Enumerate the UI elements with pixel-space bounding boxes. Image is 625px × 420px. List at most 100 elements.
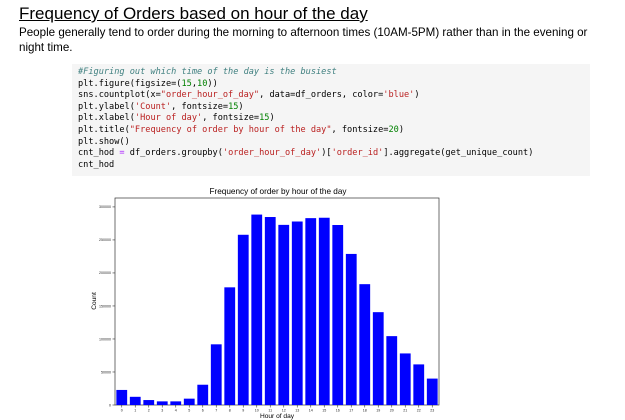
code-line: plt.ylabel('Count', fontsize=15) (78, 102, 584, 114)
intro-paragraph: People generally tend to order during th… (19, 26, 588, 54)
x-tick-label: 0 (121, 409, 123, 413)
y-tick-label: 100000 (99, 337, 111, 341)
code-token: 'Count' (134, 101, 172, 112)
x-tick-label: 13 (295, 409, 299, 413)
y-tick-label: 150000 (99, 304, 111, 308)
bar-hour-21 (399, 353, 411, 405)
bar-hour-2 (143, 400, 155, 405)
bar-hour-6 (197, 384, 209, 405)
code-line: cnt_hod (78, 160, 584, 172)
code-line: plt.title("Frequency of order by hour of… (78, 125, 584, 137)
bar-hour-7 (210, 344, 222, 405)
x-tick-label: 23 (430, 409, 434, 413)
chart-figure: Frequency of order by hour of the day 0 5… (84, 184, 444, 420)
code-token: plt.xlabel( (78, 113, 135, 124)
bar-chart: Frequency of order by hour of the day 0 5… (91, 187, 440, 420)
bar-hour-1 (129, 396, 141, 405)
code-token: 15 (181, 78, 192, 89)
code-line: #Figuring out which time of the day is t… (78, 67, 584, 79)
x-tick-label: 18 (363, 409, 367, 413)
bar-hour-11 (264, 217, 276, 405)
code-token: = (119, 148, 125, 159)
code-token: ) (269, 113, 275, 124)
y-tick-label: 0 (109, 403, 111, 407)
code-token: 'order_hour_of_day' (222, 148, 322, 159)
bar-hour-4 (170, 401, 182, 405)
x-tick-label: 9 (242, 409, 244, 413)
x-tick-label: 10 (255, 409, 259, 413)
x-tick-label: 17 (349, 409, 353, 413)
code-token: ) (414, 90, 420, 101)
bar-hour-10 (251, 214, 263, 405)
x-tick-label: 3 (161, 409, 163, 413)
y-axis: 0 50000 100000 150000 200000 250000 300000 (99, 205, 115, 407)
bar-hour-13 (291, 221, 303, 405)
x-tick-label: 11 (268, 409, 272, 413)
code-token: ].aggregate(get_unique_count) (383, 148, 534, 159)
bar-hour-20 (386, 336, 398, 405)
code-token: 'order_id' (331, 148, 384, 159)
code-token: 'blue' (383, 90, 415, 101)
bar-hour-16 (332, 225, 344, 405)
code-line: plt.figure(figsize=(15,10)) (78, 79, 584, 91)
code-token: cnt_hod (78, 159, 115, 170)
code-line: plt.xlabel('Hour of day', fontsize=15) (78, 113, 584, 125)
code-token: 'Hour of day' (134, 113, 203, 124)
x-tick-label: 7 (215, 409, 217, 413)
code-token: #Figuring out which time of the day is t… (78, 67, 337, 77)
y-tick-label: 50000 (101, 370, 111, 374)
x-tick-label: 15 (322, 409, 326, 413)
bar-hour-18 (359, 284, 371, 405)
code-token: , data=df_orders, color= (259, 90, 384, 101)
bar-hour-0 (116, 389, 128, 405)
x-tick-label: 12 (282, 409, 286, 413)
code-token: , fontsize= (171, 101, 229, 112)
bar-hour-5 (183, 398, 195, 405)
code-token: , fontsize= (331, 124, 389, 135)
section-heading: Frequency of Orders based on hour of the… (19, 4, 368, 23)
code-token: )[ (321, 148, 332, 159)
bar-hour-15 (318, 217, 330, 405)
code-line: plt.show() (78, 137, 584, 149)
x-tick-label: 20 (390, 409, 394, 413)
x-tick-label: 8 (229, 409, 231, 413)
x-tick-label: 4 (175, 409, 177, 413)
code-token: df_orders.groupby( (124, 148, 223, 159)
x-axis: 0 1 2 3 4 5 6 7 8 9 10 11 12 13 14 15 16 17 18 19 20 21 22 23 (121, 405, 434, 413)
code-token: 15 (259, 113, 270, 124)
bar-hour-9 (237, 234, 249, 405)
code-token: "Frequency of order by hour of the day" (129, 124, 332, 135)
code-token: plt.show() (78, 136, 130, 147)
y-tick-label: 250000 (99, 238, 111, 242)
code-token: , (191, 78, 198, 89)
x-tick-label: 1 (134, 409, 136, 413)
bar-hour-8 (224, 287, 236, 405)
x-tick-label: 16 (336, 409, 340, 413)
code-token: plt.ylabel( (78, 101, 135, 112)
code-token: cnt_hod (78, 148, 120, 159)
code-token: plt.figure(figsize=( (78, 78, 182, 89)
code-block: #Figuring out which time of the day is t… (72, 64, 590, 176)
code-token: ) (238, 101, 244, 112)
x-tick-label: 5 (188, 409, 190, 413)
code-token: "order_hour_of_day" (160, 90, 260, 101)
chart-title: Frequency of order by hour of the day (210, 187, 348, 196)
x-tick-label: 22 (417, 409, 421, 413)
code-line: cnt_hod = df_orders.groupby('order_hour_… (78, 148, 584, 160)
x-axis-label: Hour of day (260, 413, 295, 420)
plot-area (114, 197, 440, 406)
bar-hour-23 (426, 378, 438, 405)
bar-series (116, 214, 438, 405)
x-tick-label: 19 (376, 409, 380, 413)
code-token: )) (207, 78, 218, 89)
code-token: sns.countplot(x= (78, 90, 161, 101)
code-line: sns.countplot(x="order_hour_of_day", dat… (78, 90, 584, 102)
bar-hour-3 (156, 401, 168, 405)
code-token: 10 (197, 78, 208, 89)
x-tick-label: 6 (202, 409, 204, 413)
code-token: 15 (228, 101, 239, 112)
y-tick-label: 200000 (99, 271, 111, 275)
code-token: ) (398, 124, 404, 135)
bar-hour-22 (413, 364, 425, 405)
bar-hour-17 (345, 253, 357, 405)
